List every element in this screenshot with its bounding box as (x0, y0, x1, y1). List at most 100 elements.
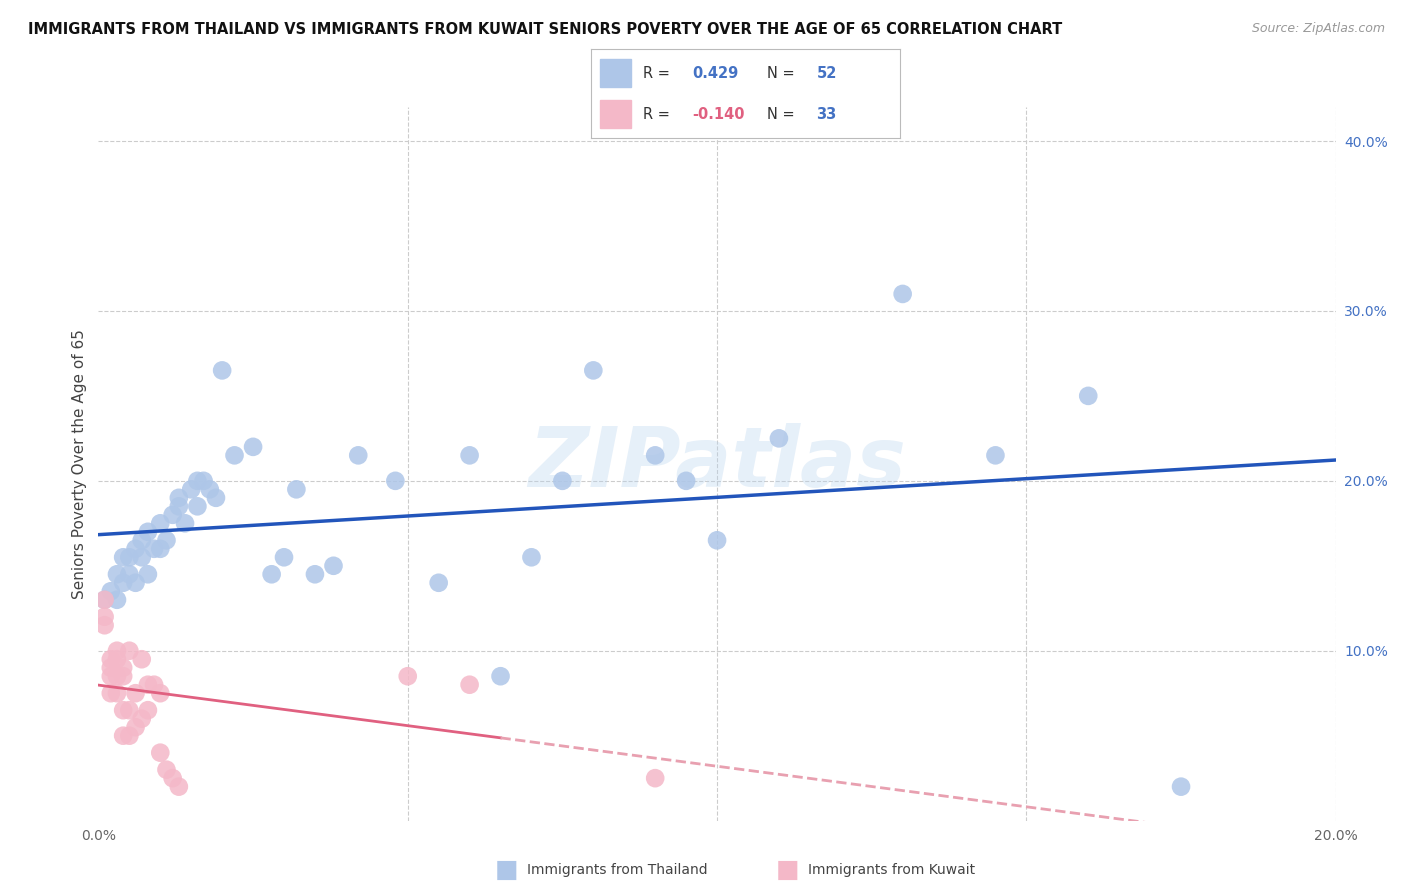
Point (100, 686, 122, 700)
Point (891, 287, 914, 301)
Text: Immigrants from Kuwait: Immigrants from Kuwait (808, 863, 976, 877)
Point (458, 448, 481, 462)
Text: N =: N = (766, 107, 799, 121)
Bar (600, 59, 631, 87)
Point (136, 524, 159, 539)
Text: 52: 52 (817, 66, 837, 80)
Point (131, 712, 153, 726)
Point (768, 431, 790, 445)
Point (131, 652, 153, 666)
Point (149, 686, 172, 700)
Point (322, 558, 344, 573)
Point (224, 448, 246, 462)
Point (186, 474, 208, 488)
Point (136, 567, 159, 582)
Point (273, 550, 295, 565)
Point (193, 474, 215, 488)
Point (285, 483, 308, 497)
Text: IMMIGRANTS FROM THAILAND VS IMMIGRANTS FROM KUWAIT SENIORS POVERTY OVER THE AGE : IMMIGRANTS FROM THAILAND VS IMMIGRANTS F… (28, 22, 1063, 37)
Point (458, 678, 481, 692)
Point (149, 746, 172, 760)
Point (143, 678, 166, 692)
Point (105, 567, 128, 582)
Point (167, 500, 190, 514)
Point (112, 729, 135, 743)
Text: R =: R = (643, 66, 675, 80)
Point (105, 644, 128, 658)
Text: R =: R = (643, 107, 675, 121)
Point (136, 703, 159, 717)
Point (242, 440, 264, 454)
Point (118, 703, 141, 717)
Point (155, 533, 177, 548)
Point (155, 763, 177, 777)
Point (93, 592, 115, 607)
Text: ZIPatlas: ZIPatlas (529, 424, 905, 504)
Text: 0.429: 0.429 (693, 66, 738, 80)
Point (984, 448, 1007, 462)
Point (124, 575, 146, 590)
Point (118, 644, 141, 658)
Point (124, 720, 146, 734)
Text: ■: ■ (776, 858, 799, 881)
Y-axis label: Seniors Poverty Over the Age of 65: Seniors Poverty Over the Age of 65 (72, 329, 87, 599)
Point (112, 661, 135, 675)
Point (118, 729, 141, 743)
Point (174, 516, 197, 531)
Point (205, 491, 228, 505)
Point (551, 474, 574, 488)
Point (136, 678, 159, 692)
Point (105, 669, 128, 683)
Text: ■: ■ (495, 858, 517, 881)
Point (105, 686, 128, 700)
Point (347, 448, 370, 462)
Point (131, 533, 153, 548)
Point (1077, 389, 1099, 403)
Point (198, 483, 221, 497)
Bar (600, 100, 631, 128)
Point (143, 541, 166, 556)
Point (427, 575, 450, 590)
Point (105, 652, 128, 666)
Point (162, 508, 184, 522)
Point (149, 541, 172, 556)
Text: N =: N = (766, 66, 799, 80)
Point (167, 491, 190, 505)
Point (112, 703, 135, 717)
Point (167, 780, 190, 794)
Text: 33: 33 (817, 107, 837, 121)
Point (93, 592, 115, 607)
Point (124, 686, 146, 700)
Point (260, 567, 283, 582)
Point (675, 474, 697, 488)
Point (100, 584, 122, 599)
Point (112, 575, 135, 590)
Point (706, 533, 728, 548)
Point (384, 474, 406, 488)
Text: -0.140: -0.140 (693, 107, 745, 121)
Point (304, 567, 326, 582)
Point (118, 567, 141, 582)
Point (644, 448, 666, 462)
Text: Immigrants from Thailand: Immigrants from Thailand (527, 863, 707, 877)
Point (100, 652, 122, 666)
Point (124, 541, 146, 556)
Point (1170, 780, 1192, 794)
Point (112, 669, 135, 683)
Point (520, 550, 543, 565)
Point (112, 550, 135, 565)
Point (93, 618, 115, 632)
Point (131, 550, 153, 565)
Point (162, 771, 184, 785)
Point (489, 669, 512, 683)
Point (105, 592, 128, 607)
Point (211, 363, 233, 377)
Point (100, 669, 122, 683)
Point (100, 661, 122, 675)
Point (396, 669, 419, 683)
Point (93, 609, 115, 624)
Point (186, 500, 208, 514)
Point (644, 771, 666, 785)
Point (582, 363, 605, 377)
Point (149, 516, 172, 531)
